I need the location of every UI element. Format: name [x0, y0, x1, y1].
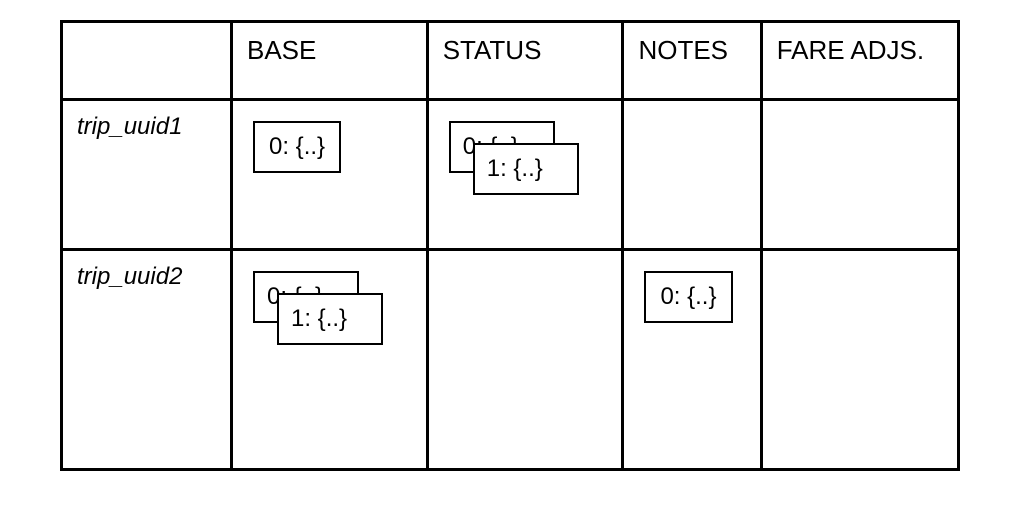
header-status: STATUS [427, 22, 623, 100]
table-row: trip_uuid2 0: {..} 1: {..} 0: {..} [62, 250, 959, 470]
row-label: trip_uuid2 [62, 250, 232, 470]
data-table: BASE STATUS NOTES FARE ADJS. trip_uuid1 … [60, 20, 960, 471]
record-card: 0: {..} [253, 121, 341, 173]
header-fare: FARE ADJS. [761, 22, 958, 100]
header-empty [62, 22, 232, 100]
cell-base: 0: {..} [232, 100, 428, 250]
row-label: trip_uuid1 [62, 100, 232, 250]
record-card-stack: 0: {..} 1: {..} [253, 271, 393, 351]
cell-notes [623, 100, 761, 250]
header-notes: NOTES [623, 22, 761, 100]
table-row: trip_uuid1 0: {..} 0: {..} 1: {..} [62, 100, 959, 250]
record-card: 1: {..} [473, 143, 579, 195]
record-card-stack: 0: {..} 1: {..} [449, 121, 589, 201]
header-row: BASE STATUS NOTES FARE ADJS. [62, 22, 959, 100]
record-card: 1: {..} [277, 293, 383, 345]
cell-fare [761, 250, 958, 470]
header-base: BASE [232, 22, 428, 100]
cell-status [427, 250, 623, 470]
cell-fare [761, 100, 958, 250]
cell-notes: 0: {..} [623, 250, 761, 470]
record-card: 0: {..} [644, 271, 732, 323]
trip-table: BASE STATUS NOTES FARE ADJS. trip_uuid1 … [60, 20, 960, 471]
cell-status: 0: {..} 1: {..} [427, 100, 623, 250]
cell-base: 0: {..} 1: {..} [232, 250, 428, 470]
